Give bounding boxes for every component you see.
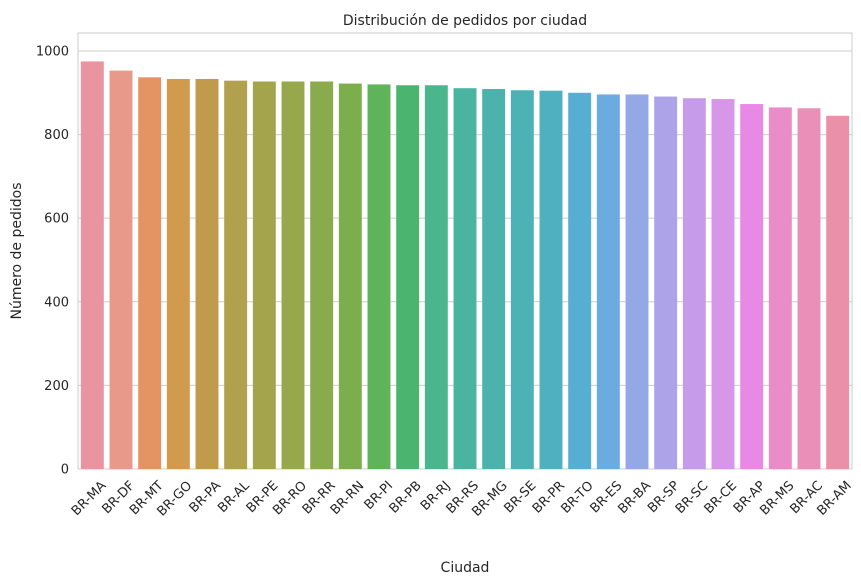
y-axis-label: Número de pedidos xyxy=(9,182,25,319)
bar-br-to xyxy=(568,92,592,470)
y-tick-labels: 0 200 400 600 800 1000 xyxy=(36,44,69,477)
x-tick-label: BR-TO xyxy=(558,478,596,516)
bar-br-ap xyxy=(740,104,764,469)
bar-br-ce xyxy=(711,99,735,469)
y-tick-label: 0 xyxy=(61,463,69,478)
bar-br-sc xyxy=(682,98,706,470)
y-tick-label: 400 xyxy=(44,295,69,310)
x-axis-label: Ciudad xyxy=(441,560,490,576)
x-tick-label: BR-CE xyxy=(702,478,740,516)
y-tick-label: 1000 xyxy=(36,44,69,59)
bar-br-sp xyxy=(654,96,678,469)
bar-br-pe xyxy=(252,81,276,469)
bar-br-go xyxy=(166,78,190,470)
bar-br-ro xyxy=(281,81,305,469)
bar-br-al xyxy=(224,80,248,469)
bar-br-es xyxy=(596,94,620,470)
y-tick-label: 200 xyxy=(44,379,69,394)
bar-br-se xyxy=(510,90,534,470)
x-tick-label: BR-BA xyxy=(616,478,655,517)
bar-br-pa xyxy=(195,78,219,470)
bar-br-rj xyxy=(424,85,448,469)
y-tick-label: 600 xyxy=(44,212,69,227)
bar-br-pi xyxy=(367,84,391,470)
bar-br-mt xyxy=(138,77,162,470)
x-tick-label: BR-MA xyxy=(69,478,110,519)
chart-title: Distribución de pedidos por ciudad xyxy=(343,13,587,29)
bar-br-rn xyxy=(338,83,362,469)
x-tick-labels: BR-MABR-DFBR-MTBR-GOBR-PABR-ALBR-PEBR-RO… xyxy=(69,478,855,520)
bars xyxy=(80,61,850,470)
bar-br-ms xyxy=(768,107,792,469)
bar-br-ac xyxy=(797,108,821,470)
bar-br-ba xyxy=(625,94,649,470)
bar-br-df xyxy=(109,70,133,469)
bar-br-rs xyxy=(453,88,477,469)
bar-br-pb xyxy=(396,85,420,469)
bar-br-ma xyxy=(80,61,104,470)
bar-br-am xyxy=(826,115,850,470)
bar-br-mg xyxy=(482,89,506,469)
bar-br-rr xyxy=(310,81,334,469)
y-tick-label: 800 xyxy=(44,128,69,143)
bar-br-pr xyxy=(539,90,563,469)
x-tick-label: BR-PA xyxy=(187,478,225,516)
x-tick-label: BR-PB xyxy=(387,478,425,516)
